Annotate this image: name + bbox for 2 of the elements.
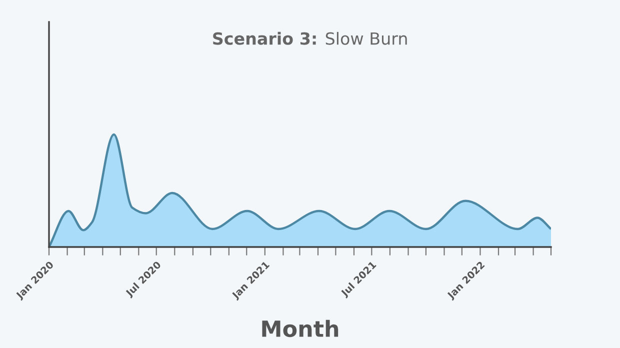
chart-title: Scenario 3: Slow Burn	[213, 32, 407, 45]
x-axis-title: Month	[262, 320, 338, 338]
